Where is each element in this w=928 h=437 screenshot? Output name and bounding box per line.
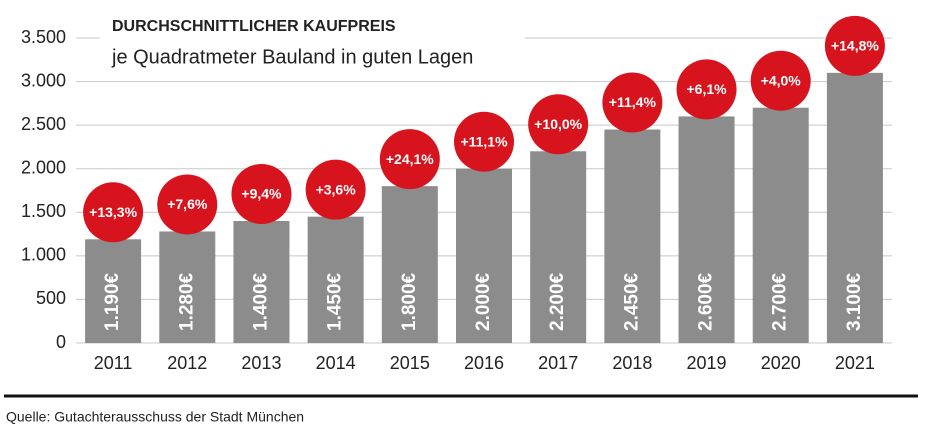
change-badge bbox=[528, 94, 589, 155]
bar bbox=[530, 151, 587, 343]
x-tick-label: 2021 bbox=[835, 353, 875, 373]
change-badge bbox=[454, 111, 514, 172]
chart-subtitle: je Quadratmeter Bauland in guten Lagen bbox=[111, 46, 473, 68]
chart-title: DURCHSCHNITTLICHER KAUFPREIS bbox=[112, 18, 396, 35]
x-tick-label: 2018 bbox=[612, 353, 652, 373]
change-label: +11,4% bbox=[609, 94, 657, 110]
bar bbox=[159, 231, 216, 343]
x-tick-label: 2017 bbox=[538, 353, 578, 373]
change-label: +11,1% bbox=[460, 133, 508, 149]
y-tick-label: 3.500 bbox=[21, 27, 66, 47]
y-tick-label: 1.000 bbox=[21, 245, 66, 265]
x-tick-label: 2013 bbox=[241, 353, 281, 373]
bar bbox=[826, 72, 883, 343]
change-label: +13,3% bbox=[89, 204, 137, 220]
change-label: +7,6% bbox=[167, 196, 208, 212]
value-label: 1.450€ bbox=[325, 272, 346, 331]
change-badge bbox=[379, 129, 440, 190]
x-tick-label: 2011 bbox=[94, 353, 133, 373]
change-badge bbox=[83, 182, 144, 243]
y-tick-label: 2.500 bbox=[21, 114, 66, 134]
y-tick-label: 1.500 bbox=[21, 201, 66, 221]
change-label: +10,0% bbox=[534, 116, 582, 132]
x-tick-label: 2020 bbox=[761, 353, 801, 373]
bar bbox=[678, 116, 735, 343]
bar bbox=[456, 168, 512, 343]
value-label: 2.700€ bbox=[770, 272, 791, 331]
value-label: 3.100€ bbox=[844, 272, 865, 331]
x-tick-label: 2014 bbox=[316, 353, 356, 373]
value-label: 2.200€ bbox=[547, 272, 568, 331]
change-label: +3,6% bbox=[316, 181, 357, 197]
title-box bbox=[100, 8, 525, 78]
x-tick-label: 2012 bbox=[167, 353, 207, 373]
value-label: 1.280€ bbox=[176, 272, 197, 331]
x-tick-label: 2019 bbox=[687, 353, 727, 373]
change-label: +24,1% bbox=[386, 151, 434, 167]
y-tick-label: 0 bbox=[56, 332, 66, 352]
change-badge bbox=[157, 174, 218, 235]
value-label: 1.400€ bbox=[250, 272, 271, 331]
value-label: 2.000€ bbox=[473, 272, 494, 331]
change-label: +9,4% bbox=[241, 186, 282, 202]
change-label: +14,8% bbox=[831, 38, 879, 54]
change-badge bbox=[824, 15, 885, 76]
bar bbox=[604, 129, 661, 343]
bar bbox=[85, 239, 142, 343]
bar bbox=[307, 216, 364, 343]
bar bbox=[233, 221, 290, 343]
change-badge bbox=[305, 159, 366, 220]
change-label: +6,1% bbox=[686, 81, 727, 97]
value-label: 1.800€ bbox=[399, 272, 420, 331]
bar bbox=[381, 186, 438, 343]
value-label: 2.450€ bbox=[621, 272, 642, 331]
y-tick-label: 500 bbox=[36, 288, 66, 308]
value-label: 1.190€ bbox=[102, 272, 123, 331]
change-badge bbox=[602, 72, 663, 133]
change-badge bbox=[676, 59, 737, 120]
change-badge bbox=[231, 164, 292, 224]
bar bbox=[752, 107, 809, 343]
source: Quelle: Gutachterausschuss der Stadt Mün… bbox=[6, 409, 304, 425]
value-label: 2.600€ bbox=[696, 272, 717, 331]
y-tick-label: 3.000 bbox=[21, 70, 66, 90]
x-tick-label: 2016 bbox=[464, 353, 504, 373]
change-badge bbox=[750, 50, 811, 111]
y-tick-label: 2.000 bbox=[21, 157, 66, 177]
x-tick-label: 2015 bbox=[390, 353, 430, 373]
change-label: +4,0% bbox=[761, 72, 802, 88]
